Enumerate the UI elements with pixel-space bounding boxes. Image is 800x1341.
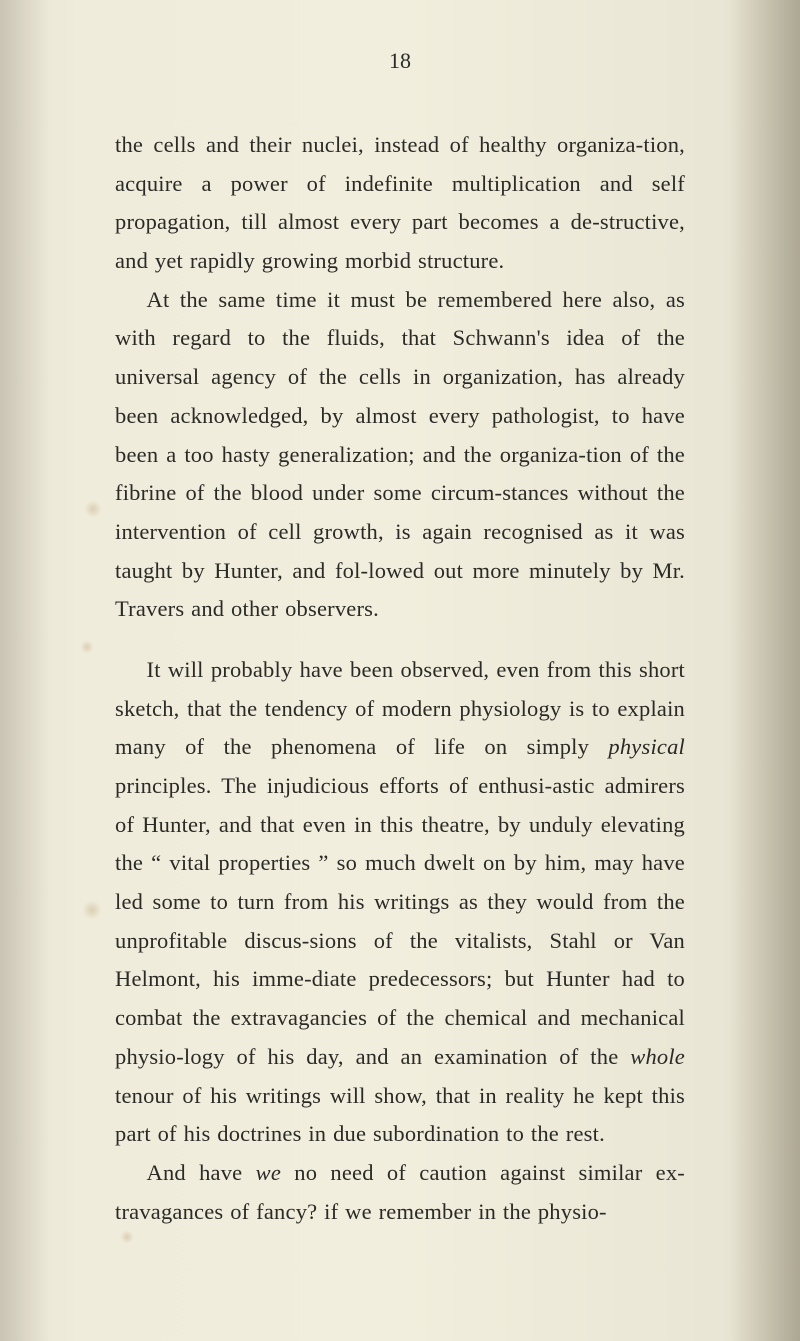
paragraph: And have we no need of caution against s… — [115, 1154, 685, 1231]
foxing-spot — [80, 640, 94, 654]
paragraph: the cells and their nuclei, instead of h… — [115, 126, 685, 281]
foxing-spot — [84, 500, 102, 518]
page-number: 18 — [115, 48, 685, 74]
paragraph: It will probably have been observed, eve… — [115, 651, 685, 1154]
page-edge-shadow-left — [0, 0, 50, 1341]
page-content: 18 the cells and their nuclei, instead o… — [115, 48, 685, 1231]
body-text: the cells and their nuclei, instead of h… — [115, 126, 685, 1231]
foxing-spot — [120, 1230, 134, 1244]
foxing-spot — [82, 900, 102, 920]
paragraph-gap — [115, 629, 685, 651]
paragraph: At the same time it must be remembered h… — [115, 281, 685, 629]
page-edge-shadow-right — [730, 0, 800, 1341]
